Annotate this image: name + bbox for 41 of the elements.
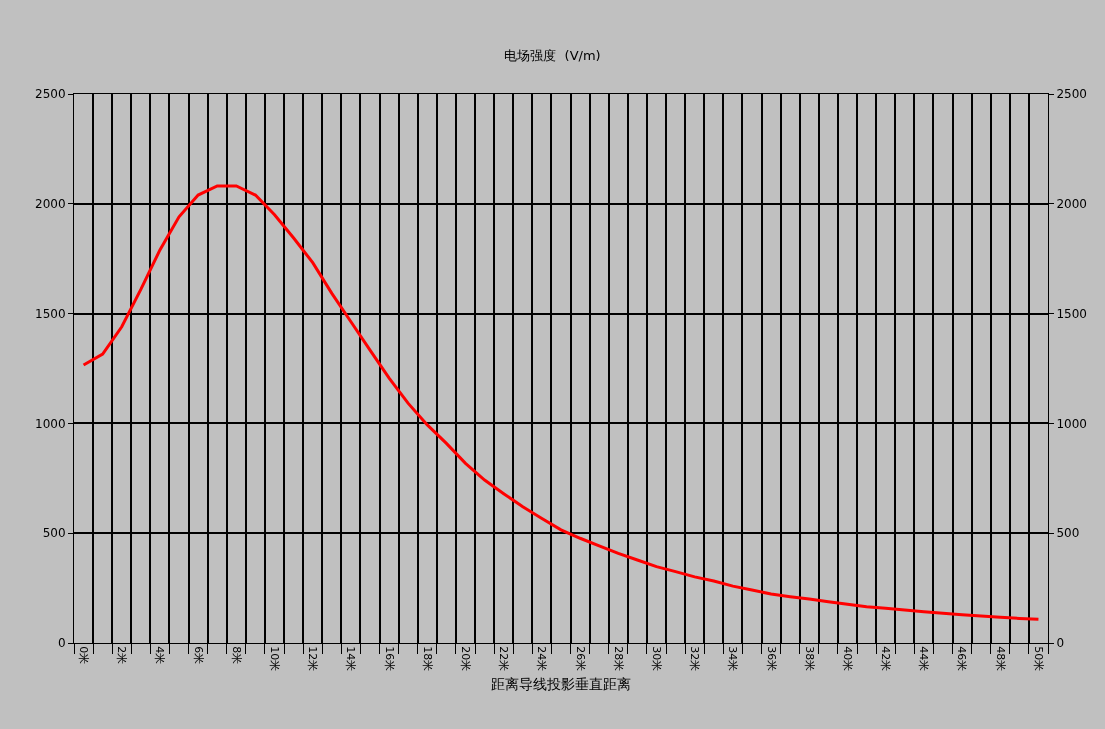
y2-tick-label: 500 <box>1056 526 1080 541</box>
x-tick-label: 0米 <box>76 646 90 665</box>
x-tick-label: 28米 <box>611 646 625 672</box>
y-tick-label: 500 <box>42 526 66 541</box>
x-tick-label: 44米 <box>917 646 931 672</box>
x-tick-label: 42米 <box>879 646 893 672</box>
y2-tick-label: 2000 <box>1056 197 1087 211</box>
y2-tick-label: 1000 <box>1056 416 1087 431</box>
x-tick-label: 10米 <box>267 646 281 672</box>
x-tick-label: 46米 <box>955 646 969 672</box>
y-tick-label: 1500 <box>35 306 66 321</box>
chart-title: 电场强度 (V/m) <box>504 48 601 64</box>
x-tick-label: 34米 <box>726 646 740 672</box>
x-tick-label: 6米 <box>191 646 205 665</box>
x-axis-title: 距离导线投影垂直距离 <box>491 675 631 692</box>
x-tick-label: 38米 <box>802 646 816 672</box>
x-tick-label: 24米 <box>535 646 549 672</box>
y2-tick-label: 0 <box>1056 636 1065 651</box>
line-series <box>82 184 1040 621</box>
x-tick-label: 18米 <box>420 646 434 672</box>
x-tick-label: 30米 <box>649 646 663 672</box>
x-tick-label: 26米 <box>573 646 587 672</box>
y-tick-label: 0 <box>57 636 66 651</box>
x-tick-label: 14米 <box>344 646 358 672</box>
x-tick-label: 48米 <box>993 646 1007 672</box>
x-tick-label: 22米 <box>497 646 511 672</box>
x-tick-label: 50米 <box>1031 646 1045 672</box>
x-tick-label: 8米 <box>229 646 243 665</box>
y-tick-label: 2000 <box>35 197 66 211</box>
y-tick-label: 2500 <box>35 87 66 102</box>
x-tick-label: 32米 <box>688 646 702 672</box>
x-tick-label: 36米 <box>764 646 778 672</box>
x-tick-label: 12米 <box>306 646 320 672</box>
x-tick-label: 16米 <box>382 646 396 672</box>
x-tick-label: 4米 <box>153 646 167 665</box>
x-tick-label: 20米 <box>458 646 472 672</box>
x-tick-label: 40米 <box>840 646 854 672</box>
x-tick-label: 2米 <box>115 646 129 665</box>
y-tick-label: 1000 <box>35 416 66 431</box>
y2-tick-label: 2500 <box>1056 87 1087 102</box>
y2-tick-label: 1500 <box>1056 306 1087 321</box>
